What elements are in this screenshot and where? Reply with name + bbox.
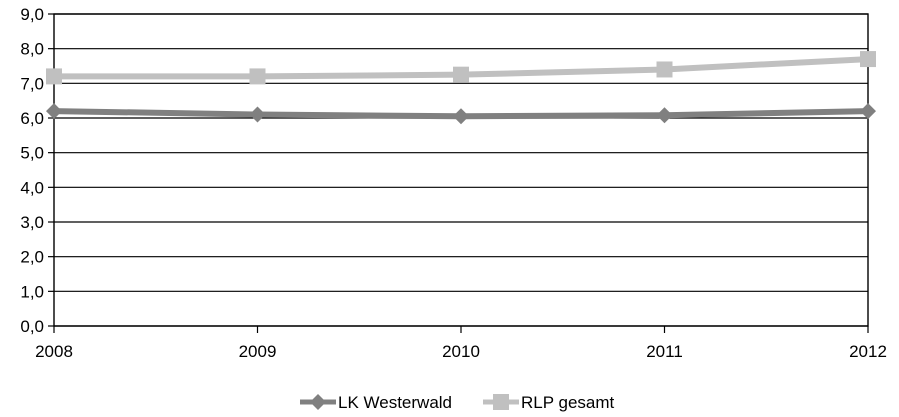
y-tick-label: 1,0 xyxy=(20,282,44,301)
data-point xyxy=(860,103,876,120)
plot-frame xyxy=(53,13,869,327)
legend-item: RLP gesamt xyxy=(483,393,615,412)
data-point xyxy=(249,68,266,85)
legend-swatch-marker xyxy=(310,394,326,410)
series-rlp-gesamt xyxy=(46,51,876,85)
y-tick-label: 2,0 xyxy=(20,248,44,267)
y-tick-label: 6,0 xyxy=(20,109,44,128)
y-tick-label: 3,0 xyxy=(20,213,44,232)
y-axis-tick-labels: 0,0 1,0 2,0 3,0 4,0 5,0 6,0 7,0 8,0 9,0 xyxy=(20,5,44,336)
data-point xyxy=(46,103,62,120)
x-tick-label: 2009 xyxy=(239,342,277,361)
series-layer xyxy=(46,51,876,125)
y-tick-label: 8,0 xyxy=(20,40,44,59)
x-tick-label: 2008 xyxy=(35,342,73,361)
legend-item: LK Westerwald xyxy=(300,393,452,412)
y-tick-label: 0,0 xyxy=(20,317,44,336)
data-point xyxy=(46,68,62,85)
legend-label: RLP gesamt xyxy=(521,393,615,412)
y-tick-label: 7,0 xyxy=(20,74,44,93)
data-point xyxy=(453,66,469,83)
y-tick-label: 5,0 xyxy=(20,144,44,163)
x-tick-label: 2012 xyxy=(849,342,887,361)
x-tick-label: 2011 xyxy=(646,342,683,361)
x-axis-tick-labels: 2008 2009 2010 2011 2012 xyxy=(35,342,887,361)
y-tick-label: 9,0 xyxy=(20,5,44,24)
legend-label: LK Westerwald xyxy=(338,393,452,412)
data-point xyxy=(453,108,469,125)
legend: LK Westerwald RLP gesamt xyxy=(300,393,615,412)
x-tick-label: 2010 xyxy=(442,342,480,361)
data-point xyxy=(249,106,266,123)
gridlines xyxy=(48,13,869,333)
series-lk-westerwald xyxy=(46,103,876,125)
data-point xyxy=(656,61,673,78)
data-point xyxy=(656,107,673,124)
data-point xyxy=(860,51,876,68)
legend-swatch-marker xyxy=(493,394,509,410)
y-tick-label: 4,0 xyxy=(20,178,44,197)
